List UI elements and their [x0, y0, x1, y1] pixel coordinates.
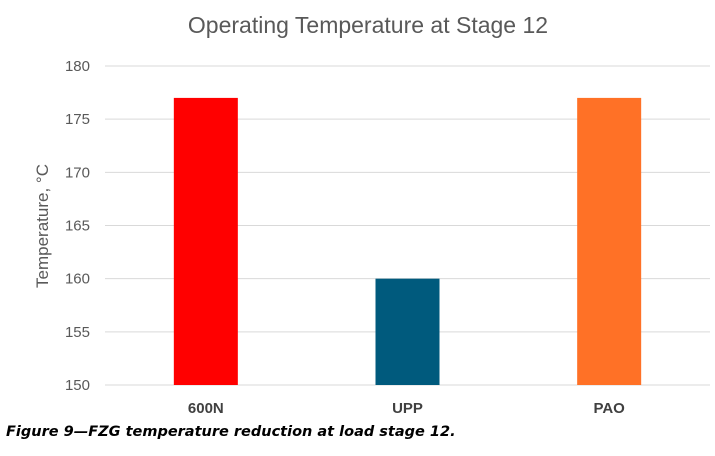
y-tick-label: 165	[65, 218, 90, 235]
y-tick-label: 160	[65, 271, 90, 288]
x-tick-label: PAO	[593, 400, 625, 417]
y-tick-label: 170	[65, 164, 90, 181]
bar-upp	[375, 278, 440, 385]
y-tick-label: 155	[65, 324, 90, 341]
figure-caption: Figure 9—FZG temperature reduction at lo…	[6, 424, 456, 440]
x-tick-label: UPP	[392, 400, 423, 417]
y-tick-label: 180	[65, 58, 90, 75]
y-axis-label: Temperature, °C	[33, 164, 52, 288]
y-tick-labels: 150 155 160 165 170 175 180	[65, 58, 90, 394]
bars	[173, 97, 642, 386]
y-tick-label: 150	[65, 377, 90, 394]
y-tick-label: 175	[65, 111, 90, 128]
x-tick-label: 600N	[188, 400, 224, 417]
x-tick-labels: 600N UPP PAO	[188, 400, 625, 417]
bar-600n	[173, 97, 238, 386]
chart-title: Operating Temperature at Stage 12	[188, 12, 548, 38]
chart: Operating Temperature at Stage 12 Temper…	[33, 12, 710, 417]
bar-pao	[577, 97, 642, 386]
bar-chart: Operating Temperature at Stage 12 Temper…	[33, 12, 710, 417]
